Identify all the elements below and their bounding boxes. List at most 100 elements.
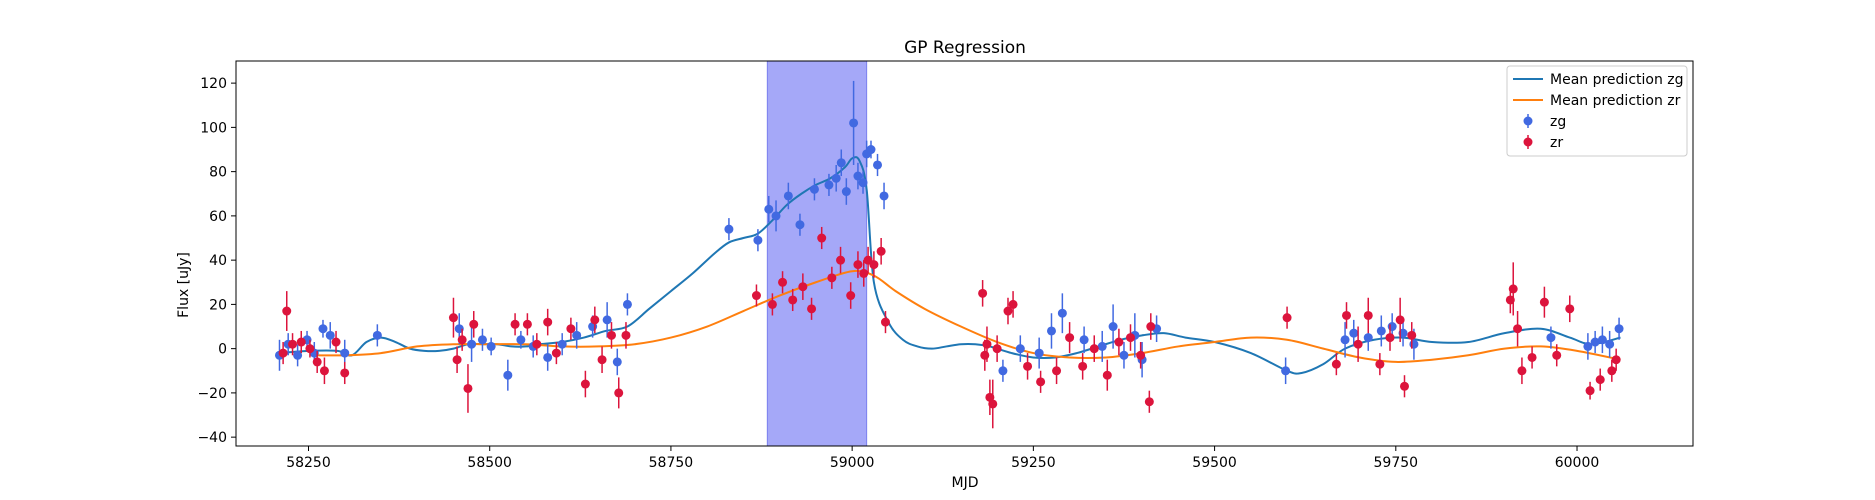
zg-point: [318, 324, 328, 334]
zr-point: [1078, 361, 1088, 371]
zr-point: [1089, 344, 1099, 354]
zr-point: [1052, 366, 1062, 376]
zr-point: [1008, 299, 1018, 309]
legend-label-zg-line: Mean prediction zg: [1550, 72, 1684, 88]
zg-point: [477, 335, 487, 345]
zr-point: [621, 330, 631, 340]
zr-point: [978, 288, 988, 298]
y-axis-label: Flux [uJy]: [176, 252, 192, 318]
zg-point: [1605, 339, 1615, 349]
y-tick-label: 60: [209, 209, 227, 225]
zr-point: [1136, 350, 1146, 360]
zg-point: [1034, 348, 1044, 358]
zr-point: [288, 339, 298, 349]
zg-point: [1546, 333, 1556, 343]
zr-point: [1399, 381, 1409, 391]
zg-point: [1046, 326, 1056, 336]
zg-point: [1015, 344, 1025, 354]
zg-point: [1583, 341, 1593, 351]
zr-point: [469, 319, 479, 329]
zr-point: [1125, 333, 1135, 343]
y-tick-label: 20: [209, 297, 227, 313]
y-tick-label: 40: [209, 253, 227, 269]
zr-point: [597, 355, 607, 365]
zr-point: [305, 344, 315, 354]
x-tick-label: 59000: [830, 455, 875, 471]
zg-point: [853, 171, 863, 181]
y-tick-label: 120: [200, 76, 227, 92]
zg-point: [325, 330, 335, 340]
zr-point: [331, 337, 341, 347]
zg-point: [293, 350, 303, 360]
zg-point: [1363, 333, 1373, 343]
x-tick-label: 58500: [467, 455, 512, 471]
zr-point: [319, 366, 329, 376]
zr-point: [1585, 386, 1595, 396]
y-tick-label: −20: [197, 386, 227, 402]
zr-point: [551, 348, 561, 358]
zr-point: [614, 388, 624, 398]
zr-point: [980, 350, 990, 360]
zr-point: [1539, 297, 1549, 307]
zg-point: [795, 220, 805, 230]
zg-point: [1340, 335, 1350, 345]
zg-point: [724, 224, 734, 234]
zr-point: [846, 291, 856, 301]
zg-point: [1376, 326, 1386, 336]
zr-point: [1036, 377, 1046, 387]
zr-point: [312, 357, 322, 367]
zr-point: [836, 255, 846, 265]
x-axis-label: MJD: [952, 475, 979, 491]
legend-box: [1506, 65, 1688, 157]
zr-point: [1003, 306, 1013, 316]
legend: Mean prediction zg Mean prediction zr zg…: [1506, 65, 1688, 157]
legend-marker-zg-point: [1523, 116, 1533, 126]
zg-point: [831, 173, 841, 183]
zr-point: [606, 330, 616, 340]
zr-point: [869, 260, 879, 270]
zg-point: [771, 211, 781, 221]
zr-point: [876, 246, 886, 256]
zg-point: [809, 184, 819, 194]
zg-point: [1590, 337, 1600, 347]
zr-point: [1363, 310, 1373, 320]
x-tick-label: 58250: [286, 455, 331, 471]
zr-point: [1353, 339, 1363, 349]
zr-point: [463, 383, 473, 393]
zr-point: [1146, 322, 1156, 332]
chart-title: GP Regression: [904, 38, 1026, 58]
zr-point: [448, 313, 458, 323]
zg-point: [1057, 308, 1067, 318]
zr-point: [1331, 359, 1341, 369]
zr-point: [1517, 366, 1527, 376]
zg-point: [1281, 366, 1291, 376]
zg-point: [1119, 350, 1129, 360]
zr-point: [1395, 315, 1405, 325]
zr-point: [988, 399, 998, 409]
zg-point: [764, 204, 774, 214]
plot-area: [274, 61, 1624, 446]
zr-point: [1552, 350, 1562, 360]
zr-point: [340, 368, 350, 378]
plot-contents: [274, 61, 1624, 446]
zg-point: [879, 191, 889, 201]
zg-point: [849, 118, 859, 128]
legend-label-zr: zr: [1550, 135, 1563, 151]
x-tick-label: 60000: [1555, 455, 1600, 471]
zg-point: [753, 235, 763, 245]
zr-point: [1023, 361, 1033, 371]
zr-point: [1102, 370, 1112, 380]
zr-point: [992, 344, 1002, 354]
zr-point: [1065, 333, 1075, 343]
zr-point: [859, 268, 869, 278]
zr-point: [880, 317, 890, 327]
zg-point: [516, 335, 526, 345]
zr-point: [1407, 330, 1417, 340]
zg-point: [783, 191, 793, 201]
y-tick-label: 80: [209, 165, 227, 181]
zg-point: [836, 158, 846, 168]
highlight-region: [766, 61, 868, 446]
zr-points: [278, 226, 1621, 429]
zr-point: [1282, 313, 1292, 323]
zg-point: [467, 339, 477, 349]
